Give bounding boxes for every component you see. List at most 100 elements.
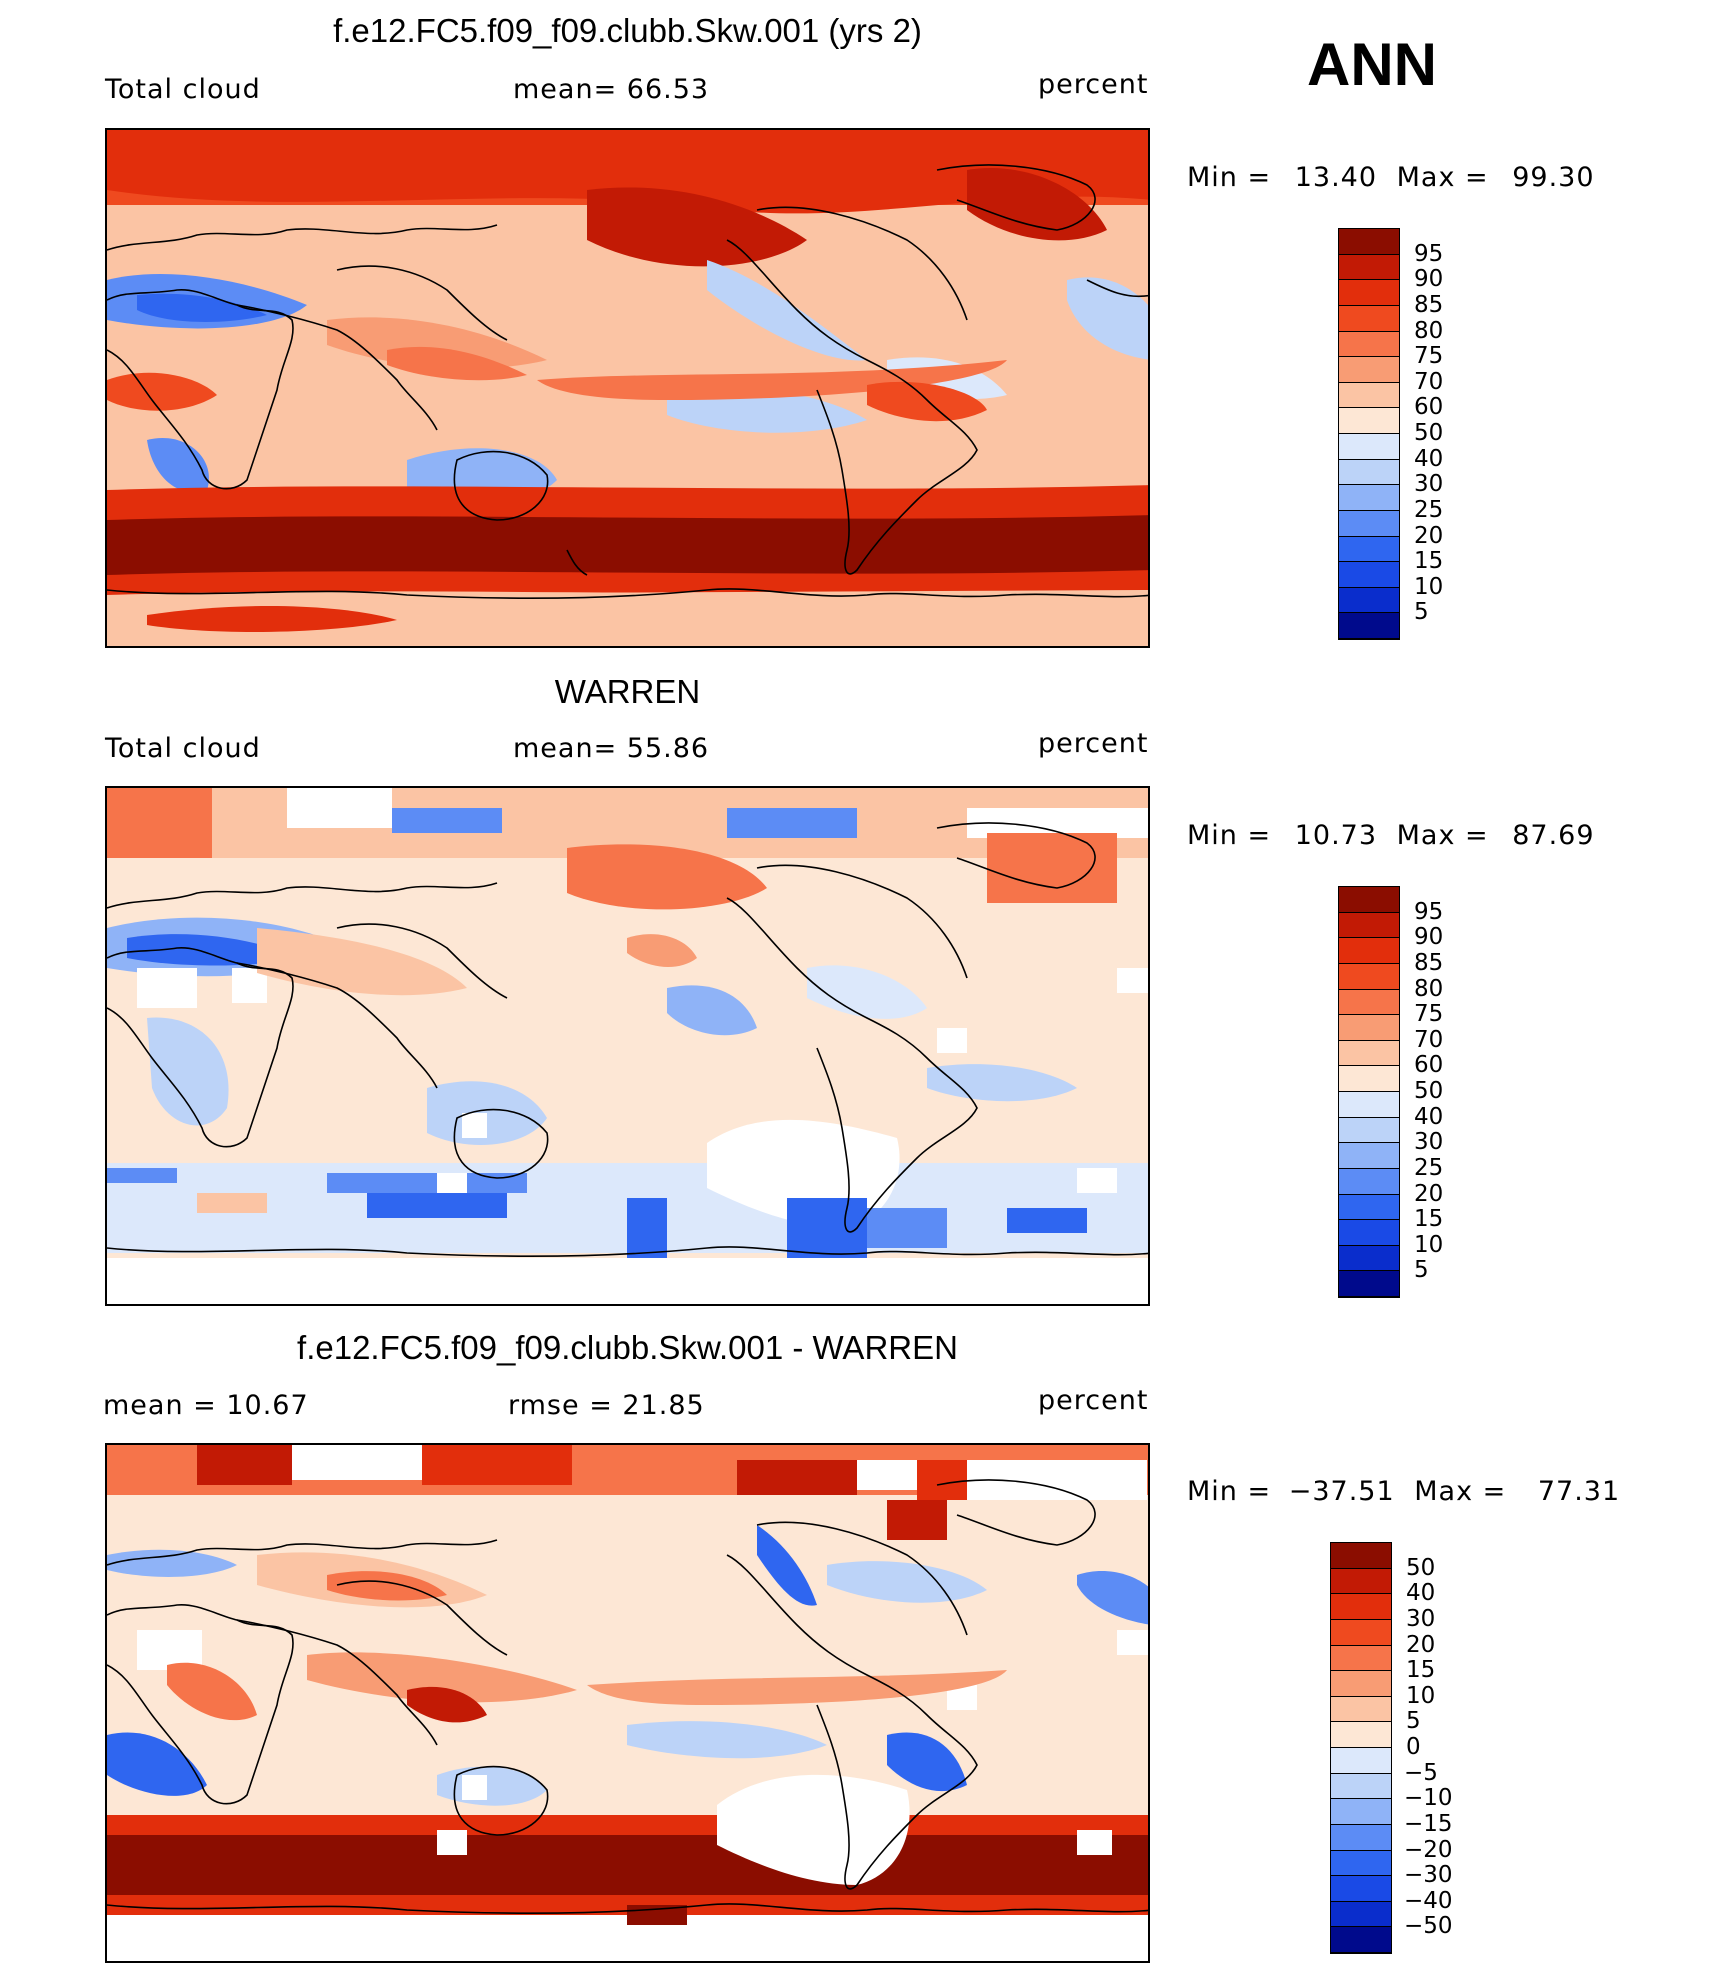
panel-2-north-pacific-high xyxy=(567,844,767,910)
colorbar-swatch xyxy=(1339,1040,1399,1067)
colorbar-swatch xyxy=(1331,1901,1391,1928)
colorbar-swatch xyxy=(1339,229,1399,255)
panel-3-mean-label: mean = 10.67 xyxy=(103,1390,309,1421)
panel-3-max-value: 77.31 xyxy=(1537,1476,1621,1507)
colorbar-tick-label: −30 xyxy=(1404,1862,1453,1889)
colorbar-tick-label: 20 xyxy=(1414,1180,1444,1207)
colorbar-tick-label: 30 xyxy=(1414,471,1444,498)
colorbar-tick-label: 5 xyxy=(1414,1257,1429,1284)
panel-1-itcz xyxy=(537,360,1007,400)
colorbar-swatch xyxy=(1339,408,1399,434)
panel-2-map-svg xyxy=(107,788,1148,1304)
colorbar-swatch xyxy=(1339,485,1399,511)
panel-3-map-svg xyxy=(107,1445,1148,1961)
panel-2-mean-label: mean= 55.86 xyxy=(513,733,710,764)
colorbar-swatch xyxy=(1339,305,1399,332)
panel-2-antarctica-missing xyxy=(107,1258,1148,1304)
panel-1-left-label: Total cloud xyxy=(105,74,261,105)
panel-2-minmax: Min = 10.73 Max = 87.69 xyxy=(1187,820,1595,851)
panel-3-rmse-label: rmse = 21.85 xyxy=(508,1390,705,1421)
panel-3-missing-pacific xyxy=(717,1774,910,1885)
colorbar-tick-label: 15 xyxy=(1414,1206,1444,1233)
colorbar-swatch xyxy=(1339,1066,1399,1092)
colorbar-tick-label: 25 xyxy=(1414,496,1444,523)
panel-3-missing-arctic xyxy=(292,1445,422,1480)
panel-3-min-label: Min = xyxy=(1187,1476,1272,1507)
panel-3-minmax: Min = −37.51 Max = 77.31 xyxy=(1187,1476,1620,1507)
panel-1-coastlines xyxy=(107,164,1148,600)
colorbar-swatch xyxy=(1339,1143,1399,1169)
panel-1-warm-pool xyxy=(327,317,547,369)
colorbar-swatch xyxy=(1331,1594,1391,1620)
colorbar-tick-label: 80 xyxy=(1414,975,1444,1002)
panel-2-coastlines xyxy=(107,822,1148,1258)
panel-1-antarctica xyxy=(107,590,1148,646)
panel-2-min-value: 10.73 xyxy=(1294,820,1378,851)
colorbar-swatch xyxy=(1339,459,1399,486)
panel-2-missing-arctic xyxy=(287,788,392,828)
colorbar-tick-label: 85 xyxy=(1414,949,1444,976)
colorbar-swatch xyxy=(1339,1220,1399,1246)
panel-2-max-label: Max = xyxy=(1396,820,1489,851)
panel-1-min-label: Min = xyxy=(1187,162,1272,193)
colorbar-swatch xyxy=(1331,1696,1391,1723)
colorbar-tick-label: 90 xyxy=(1414,266,1444,293)
colorbar-tick-label: 95 xyxy=(1414,240,1444,267)
panel-1-units: percent xyxy=(1038,69,1149,100)
colorbar-swatch xyxy=(1339,536,1399,563)
colorbar-swatch xyxy=(1339,1271,1399,1297)
panel-3-title: f.e12.FC5.f09_f09.clubb.Skw.001 - WARREN xyxy=(297,1329,958,1366)
panel-3-coastlines xyxy=(107,1479,1148,1915)
colorbar-swatch xyxy=(1331,1773,1391,1800)
colorbar-swatch xyxy=(1339,1194,1399,1221)
colorbar-tick-label: 50 xyxy=(1406,1554,1436,1581)
colorbar-tick-label: 70 xyxy=(1414,368,1444,395)
panel-2-colorbar xyxy=(1338,886,1400,1298)
colorbar-swatch xyxy=(1331,1543,1391,1569)
panel-1-max-value: 99.30 xyxy=(1512,162,1595,193)
colorbar-tick-label: 40 xyxy=(1406,1580,1436,1607)
panel-1-map xyxy=(105,128,1150,648)
colorbar-tick-label: 75 xyxy=(1414,1001,1444,1028)
colorbar-swatch xyxy=(1331,1876,1391,1902)
colorbar-swatch xyxy=(1339,1117,1399,1144)
colorbar-swatch xyxy=(1331,1671,1391,1697)
colorbar-tick-label: 30 xyxy=(1414,1129,1444,1156)
colorbar-tick-label: 85 xyxy=(1414,291,1444,318)
season-label: ANN xyxy=(1307,31,1437,98)
colorbar-tick-label: 40 xyxy=(1414,445,1444,472)
colorbar-tick-label: 10 xyxy=(1406,1682,1436,1709)
panel-2-units: percent xyxy=(1038,728,1149,759)
colorbar-tick-label: −10 xyxy=(1404,1785,1453,1812)
colorbar-tick-label: 15 xyxy=(1406,1657,1436,1684)
colorbar-tick-label: 15 xyxy=(1414,548,1444,575)
colorbar-swatch xyxy=(1331,1645,1391,1672)
colorbar-tick-label: −20 xyxy=(1404,1836,1453,1863)
colorbar-swatch xyxy=(1331,1748,1391,1774)
colorbar-tick-label: 50 xyxy=(1414,420,1444,446)
colorbar-tick-label: 30 xyxy=(1406,1605,1436,1632)
colorbar-tick-label: 10 xyxy=(1414,1231,1444,1258)
colorbar-swatch xyxy=(1339,434,1399,460)
colorbar-swatch xyxy=(1339,613,1399,639)
colorbar-swatch xyxy=(1339,1168,1399,1195)
colorbar-swatch xyxy=(1339,912,1399,939)
colorbar-swatch xyxy=(1331,1850,1391,1877)
colorbar-tick-label: 5 xyxy=(1414,599,1429,626)
panel-3-warm-pool-diff xyxy=(307,1652,577,1703)
colorbar-swatch xyxy=(1339,510,1399,537)
colorbar-tick-label: −15 xyxy=(1404,1810,1453,1837)
colorbar-tick-label: −40 xyxy=(1404,1887,1453,1914)
colorbar-tick-label: 25 xyxy=(1414,1154,1444,1181)
colorbar-swatch xyxy=(1339,1015,1399,1041)
colorbar-swatch xyxy=(1339,887,1399,913)
panel-1-mean-label: mean= 66.53 xyxy=(513,74,710,105)
panel-2-min-label: Min = xyxy=(1187,820,1272,851)
colorbar-tick-label: 20 xyxy=(1406,1631,1436,1658)
colorbar-swatch xyxy=(1331,1722,1391,1748)
colorbar-tick-label: 5 xyxy=(1406,1708,1421,1735)
colorbar-swatch xyxy=(1339,562,1399,588)
panel-1-colorbar xyxy=(1338,228,1400,640)
colorbar-swatch xyxy=(1331,1568,1391,1595)
colorbar-tick-label: 75 xyxy=(1414,343,1444,370)
